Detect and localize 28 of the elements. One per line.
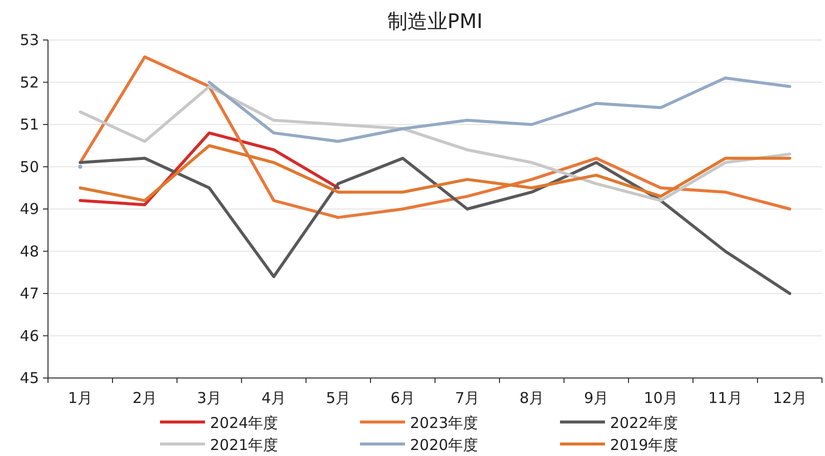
y-tick-label: 53: [20, 31, 39, 49]
y-tick-label: 51: [20, 116, 39, 134]
x-tick-label: 8月: [519, 389, 544, 407]
x-tick-label: 9月: [584, 389, 609, 407]
x-tick-label: 1月: [68, 389, 93, 407]
x-tick-label: 2月: [132, 389, 158, 407]
legend-label: 2023年度: [410, 414, 478, 432]
x-tick-label: 4月: [261, 389, 286, 407]
x-tick-label: 3月: [196, 389, 222, 407]
legend-label: 2020年度: [410, 436, 478, 454]
x-tick-label: 6月: [390, 389, 416, 407]
y-tick-label: 47: [20, 284, 39, 302]
legend-label: 2021年度: [210, 436, 278, 454]
legend-label: 2019年度: [610, 436, 678, 454]
y-tick-label: 50: [20, 158, 39, 176]
x-tick-label: 5月: [326, 389, 351, 407]
x-tick-label: 10月: [644, 389, 678, 407]
x-tick-label: 12月: [772, 389, 807, 407]
y-tick-label: 45: [20, 369, 39, 387]
chart-title: 制造业PMI: [387, 9, 483, 33]
y-tick-label: 49: [20, 200, 39, 218]
x-tick-label: 7月: [454, 389, 480, 407]
x-tick-label: 11月: [708, 389, 742, 407]
y-tick-label: 52: [20, 73, 39, 92]
legend-label: 2022年度: [610, 414, 678, 432]
legend-label: 2024年度: [210, 414, 278, 432]
y-tick-label: 46: [20, 326, 39, 345]
y-tick-label: 48: [20, 242, 39, 260]
